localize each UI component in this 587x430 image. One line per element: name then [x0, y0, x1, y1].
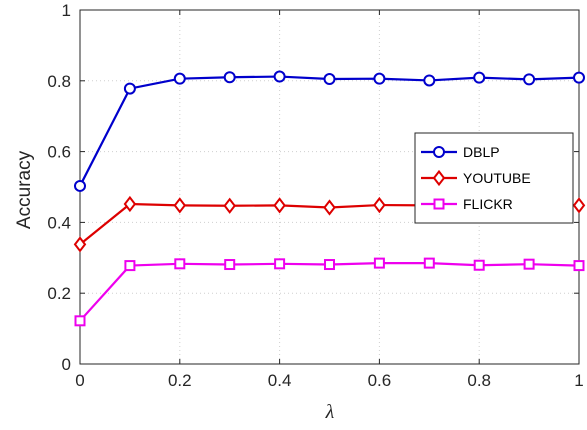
x-tick-label: 0.8	[467, 371, 491, 390]
legend-item-flickr: FLICKR	[421, 196, 513, 212]
data-point-flickr	[423, 257, 435, 269]
legend-label-flickr: FLICKR	[463, 196, 513, 212]
y-tick-label: 0.8	[47, 72, 71, 91]
legend-marker-flickr	[433, 198, 445, 210]
data-point-dblp	[523, 73, 536, 86]
x-tick-label: 0.6	[368, 371, 392, 390]
legend-item-youtube: YOUTUBE	[421, 169, 531, 187]
data-point-dblp	[573, 71, 585, 84]
data-point-dblp	[423, 74, 436, 87]
data-point-flickr	[224, 259, 236, 271]
data-point-youtube	[123, 195, 137, 213]
data-point-flickr	[74, 315, 86, 327]
y-tick-label: 1	[62, 1, 71, 20]
y-tick-label: 0.4	[47, 213, 71, 232]
data-point-dblp	[323, 73, 336, 86]
data-point-youtube	[223, 197, 236, 214]
data-point-flickr	[124, 260, 136, 272]
data-point-flickr	[373, 257, 385, 269]
data-point-youtube	[323, 199, 336, 216]
data-point-flickr	[324, 259, 335, 271]
data-point-flickr	[523, 258, 535, 270]
data-point-dblp	[373, 72, 386, 85]
data-point-flickr	[174, 258, 186, 270]
y-tick-label: 0.6	[47, 143, 71, 162]
data-point-youtube	[173, 197, 187, 214]
data-point-youtube	[373, 196, 386, 214]
data-point-flickr	[274, 258, 286, 270]
x-tick-label: 1	[574, 371, 583, 390]
data-point-flickr	[573, 260, 585, 272]
legend-label-youtube: YOUTUBE	[463, 170, 531, 186]
legend: DBLP YOUTUBE FLICKR	[414, 132, 574, 224]
data-point-dblp	[173, 72, 186, 85]
data-point-dblp	[74, 179, 86, 192]
legend-label-dblp: DBLP	[463, 144, 500, 160]
x-tick-label: 0.2	[168, 371, 192, 390]
data-point-youtube	[572, 197, 586, 214]
x-axis-title: λ	[325, 401, 335, 423]
data-point-dblp	[473, 71, 486, 84]
data-point-youtube	[273, 197, 286, 214]
x-tick-label: 0	[75, 371, 84, 390]
data-point-dblp	[123, 82, 136, 95]
x-tick-label: 0.4	[268, 371, 292, 390]
tick-labels: 0 0.2 0.4 0.6 0.8 1 0 0.2 0.4 0.6 0.8 1	[47, 1, 583, 390]
data-point-dblp	[223, 71, 236, 84]
legend-item-dblp: DBLP	[421, 144, 500, 160]
data-point-youtube	[73, 236, 87, 253]
series-flickr	[74, 257, 585, 327]
y-tick-label: 0	[62, 355, 71, 374]
data-point-flickr	[473, 259, 485, 271]
legend-marker-dblp	[433, 146, 445, 158]
series-dblp	[74, 70, 585, 192]
y-axis-title: Accuracy	[14, 150, 35, 229]
legend-marker-youtube	[432, 169, 446, 187]
y-tick-label: 0.2	[47, 284, 71, 303]
data-point-dblp	[273, 70, 286, 83]
